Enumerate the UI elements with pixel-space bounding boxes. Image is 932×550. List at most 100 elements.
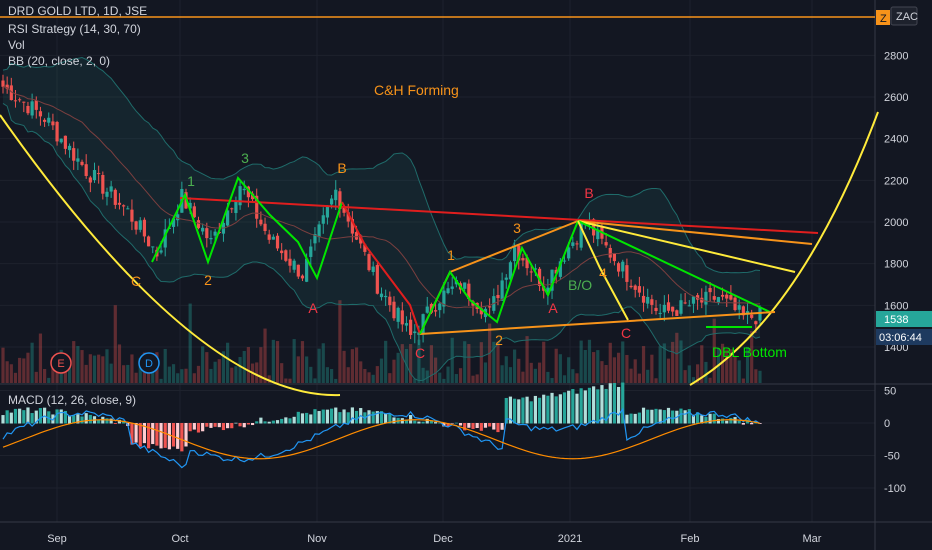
indicator-rsi-strategy[interactable]: RSI Strategy (14, 30, 70) (8, 22, 141, 36)
volume-bar (55, 370, 59, 383)
volume-bar (608, 342, 612, 383)
candle-body (59, 138, 63, 143)
indicator-vol[interactable]: Vol (8, 38, 25, 52)
bollinger-fill (3, 57, 760, 381)
macd-histogram-bar (213, 423, 217, 427)
candle-body (442, 290, 446, 307)
candle-body (126, 208, 130, 210)
indicator-bb[interactable]: BB (20, close, 2, 0) (8, 54, 111, 68)
candle-body (525, 257, 529, 269)
candle-body (138, 220, 142, 230)
volume-bar (217, 359, 221, 383)
volume-bar (592, 352, 596, 383)
event-badge-D (138, 352, 160, 374)
candle-body (367, 254, 371, 271)
macd-histogram-bar (47, 411, 51, 424)
candle-body (267, 234, 271, 240)
macd-histogram-bar (97, 419, 101, 424)
candle-body (392, 301, 396, 319)
candle-body (171, 218, 176, 227)
red-abc-left (341, 201, 421, 335)
candle-body (271, 236, 275, 240)
candle-body (579, 223, 583, 248)
candle-body (317, 224, 321, 238)
candle-body (88, 177, 92, 183)
volume-bar (687, 365, 691, 383)
macd-histogram-bar (704, 416, 708, 424)
macd-histogram-bar (517, 399, 521, 424)
macd-tick-label: -100 (884, 483, 906, 495)
volume-bar (76, 346, 80, 383)
macd-histogram-bar (384, 413, 388, 424)
time-tick-label: Feb (681, 533, 700, 545)
macd-histogram-bar (217, 423, 221, 428)
candle-body (446, 288, 450, 294)
macd-histogram-bar (608, 383, 612, 424)
volume-bar (662, 343, 666, 383)
macd-histogram-bar (600, 385, 604, 424)
candle-body (675, 310, 679, 317)
candle-body (359, 235, 363, 244)
volume-bar (113, 305, 117, 383)
candle-body (296, 264, 300, 277)
green-zigzag-mid (419, 220, 579, 335)
green-zigzag-left (151, 176, 343, 281)
candle-body (34, 100, 38, 110)
wave-label-C: C (621, 325, 631, 341)
volume-bar (313, 378, 317, 383)
symbol-title[interactable]: DRD GOLD LTD, 1D, JSE (8, 4, 148, 18)
candle-body (488, 306, 492, 308)
volume-bar (354, 347, 359, 383)
candle-body (396, 307, 400, 322)
candle-body (433, 310, 438, 312)
volume-bar (122, 365, 126, 383)
volume-bar (579, 340, 583, 383)
candle-body (209, 237, 213, 240)
volume-bar (188, 303, 192, 383)
macd-histogram-bar (250, 423, 255, 426)
volume-bar (226, 342, 230, 383)
candle-body (646, 296, 650, 304)
volume-bar (454, 374, 458, 383)
macd-histogram-bar (30, 413, 34, 424)
macd-title[interactable]: MACD (12, 26, close, 9) (8, 393, 137, 407)
volume-bar (679, 340, 683, 383)
macd-histogram-bar (134, 423, 138, 443)
macd-histogram-bar (554, 396, 558, 424)
macd-histogram-bar (184, 423, 188, 447)
candle-body (18, 99, 22, 101)
volume-bar (725, 349, 729, 383)
volume-bar (712, 318, 716, 383)
candle-body (729, 295, 733, 300)
candle-body (97, 173, 101, 175)
candle-body (246, 186, 251, 198)
macd-histogram-bar (700, 415, 704, 424)
candle-body (334, 189, 338, 201)
volume-bar (600, 361, 604, 383)
volume-bar (537, 362, 542, 383)
volume-bar (130, 354, 134, 383)
candle-body (567, 247, 571, 259)
candle-body (450, 286, 454, 289)
volume-bar (542, 341, 546, 383)
candle-body (409, 319, 413, 335)
candle-body (130, 209, 134, 222)
macd-histogram-bar (671, 410, 675, 424)
volume-bar (134, 372, 138, 383)
macd-histogram-bar (271, 420, 275, 424)
candle-body (354, 232, 359, 240)
candle-body (1, 80, 5, 87)
candle-body (571, 242, 575, 246)
volume-bar (367, 372, 371, 383)
candle-body (55, 121, 59, 142)
volume-bar (546, 371, 550, 383)
macd-histogram-bar (521, 397, 525, 424)
candle-body (213, 231, 217, 236)
candle-body (479, 308, 483, 315)
volume-bar (666, 358, 671, 383)
volume-bar (230, 367, 234, 383)
macd-histogram-bar (13, 408, 18, 424)
macd-histogram-bar (67, 415, 72, 424)
wave-label-C: C (415, 345, 425, 361)
